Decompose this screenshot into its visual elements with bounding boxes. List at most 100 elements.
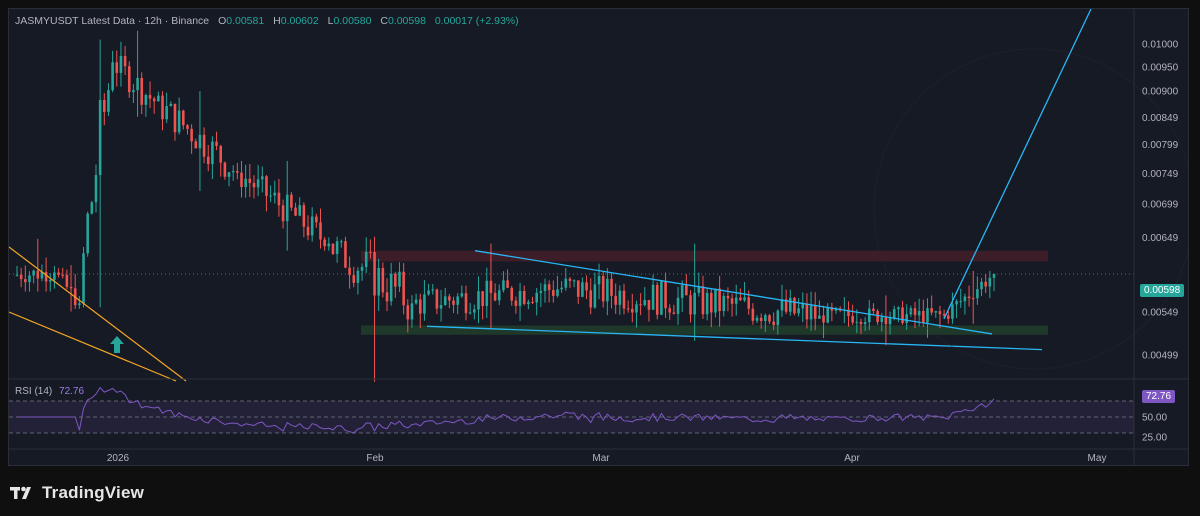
- candle-body: [107, 90, 110, 112]
- candle-body: [689, 295, 692, 315]
- candle-body: [606, 278, 609, 302]
- high-label: H: [273, 15, 281, 27]
- candle-body: [240, 172, 243, 188]
- candle-body: [352, 275, 356, 283]
- candle-body: [331, 243, 335, 255]
- candle-body: [859, 321, 863, 325]
- candle-body: [581, 282, 584, 297]
- candle-body: [61, 274, 65, 276]
- candle-body: [809, 305, 813, 320]
- candle-body: [339, 241, 343, 243]
- candle-body: [922, 310, 925, 323]
- candle-body: [618, 290, 622, 305]
- candle-body: [186, 125, 189, 129]
- candle-body: [788, 297, 792, 312]
- rsi-name: RSI (14): [15, 386, 53, 397]
- candle-body: [227, 172, 231, 177]
- candle-body: [281, 205, 285, 222]
- candle-body: [793, 297, 796, 314]
- candle-body: [946, 315, 950, 319]
- candle-body: [69, 286, 73, 289]
- candle-body: [364, 251, 368, 267]
- wedge-lower-line: [9, 311, 177, 382]
- candle-body: [202, 134, 206, 157]
- candle-body: [294, 207, 297, 216]
- price-tick-label: 0.00699: [1142, 200, 1179, 211]
- candle-body: [489, 280, 493, 293]
- candle-body: [531, 301, 534, 303]
- candle-body: [302, 205, 306, 227]
- candle-body: [98, 99, 102, 176]
- candle-body: [190, 128, 193, 142]
- candle-body: [888, 317, 892, 325]
- candle-body: [676, 297, 680, 314]
- candle-body: [473, 309, 476, 313]
- candle-body: [502, 280, 505, 291]
- candle-body: [452, 300, 455, 305]
- candle-body: [805, 303, 809, 320]
- candle-body: [248, 178, 252, 183]
- candle-body: [780, 299, 784, 311]
- chart-canvas[interactable]: 0.01000 0.00950 0.00900 0.00849 0.00799 0.007…: [9, 9, 1189, 466]
- candle-body: [219, 145, 223, 163]
- candle-body: [556, 289, 559, 296]
- time-tick-label: Apr: [844, 453, 860, 464]
- candle-body: [543, 284, 547, 292]
- candle-body: [103, 99, 106, 112]
- candle-body: [984, 281, 987, 287]
- price-tick-label: 0.00799: [1142, 140, 1179, 151]
- candle-body: [938, 311, 942, 315]
- candle-body: [647, 300, 651, 310]
- candle-body: [182, 110, 185, 126]
- candle-body: [157, 95, 160, 102]
- rsi-tick-label: 50.00: [1142, 413, 1167, 424]
- candle-body: [664, 281, 667, 309]
- candle-body: [244, 178, 247, 188]
- open-label: O: [218, 15, 227, 27]
- candle-body: [867, 308, 871, 323]
- candle-body: [277, 192, 281, 206]
- candle-body: [19, 274, 23, 280]
- candle-body: [639, 304, 642, 306]
- candle-body: [410, 303, 414, 320]
- candle-body: [622, 290, 626, 309]
- candle-body: [514, 300, 518, 306]
- projection-line: [943, 9, 1092, 320]
- candle-body: [601, 276, 605, 302]
- candle-body: [926, 308, 929, 323]
- candle-body: [610, 278, 613, 296]
- candle-body: [44, 272, 48, 282]
- candle-body: [223, 162, 227, 177]
- chart-panel[interactable]: 0.01000 0.00950 0.00900 0.00849 0.00799 0.007…: [8, 8, 1189, 466]
- candle-body: [15, 274, 19, 276]
- candle-body: [115, 62, 119, 73]
- candle-body: [290, 194, 293, 208]
- candle-body: [335, 241, 339, 255]
- candle-body: [90, 202, 94, 214]
- candle-body: [672, 312, 676, 314]
- time-tick-label: May: [1088, 453, 1107, 464]
- candle-body: [460, 293, 464, 297]
- price-tick-label: 0.00649: [1142, 233, 1179, 244]
- candle-body: [747, 297, 750, 309]
- candle-body: [152, 98, 156, 102]
- candle-body: [82, 253, 85, 304]
- tradingview-logo-icon: [10, 486, 31, 499]
- candle-body: [705, 292, 709, 315]
- candle-body: [256, 179, 260, 188]
- candle-body: [884, 317, 888, 325]
- rsi-line: [17, 386, 995, 434]
- candle-body: [959, 301, 963, 303]
- candle-body: [119, 56, 123, 73]
- candle-body: [24, 279, 27, 283]
- candle-body: [552, 290, 555, 296]
- candle-body: [389, 273, 393, 302]
- candle-body: [905, 314, 908, 324]
- candle-body: [394, 273, 397, 287]
- candle-body: [992, 274, 996, 278]
- candle-body: [822, 315, 825, 323]
- candle-body: [269, 195, 272, 197]
- candle-body: [784, 299, 788, 312]
- candle-body: [435, 289, 439, 309]
- candle-body: [506, 280, 509, 288]
